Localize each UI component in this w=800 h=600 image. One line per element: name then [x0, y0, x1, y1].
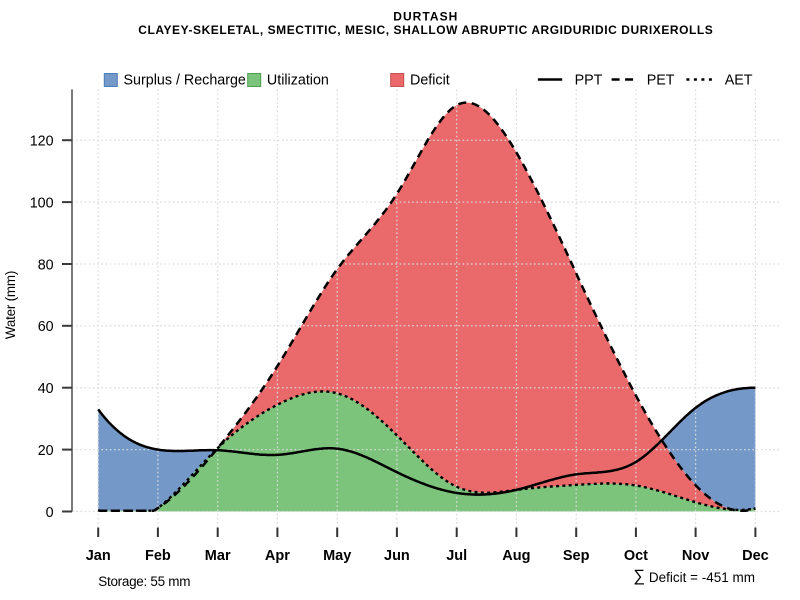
svg-text:80: 80	[38, 257, 54, 273]
svg-text:Nov: Nov	[682, 548, 709, 564]
svg-text:PPT: PPT	[575, 72, 603, 88]
svg-text:Sep: Sep	[563, 548, 590, 564]
svg-text:0: 0	[46, 505, 54, 521]
svg-text:Apr: Apr	[265, 548, 290, 564]
svg-text:Feb: Feb	[145, 548, 171, 564]
svg-text:∑ Deficit = -451 mm: ∑ Deficit = -451 mm	[633, 567, 755, 585]
svg-text:120: 120	[30, 134, 54, 150]
svg-text:PET: PET	[647, 72, 675, 88]
svg-text:Dec: Dec	[742, 548, 769, 564]
svg-text:Aug: Aug	[502, 548, 530, 564]
svg-text:Oct: Oct	[624, 548, 648, 564]
svg-text:AET: AET	[725, 72, 753, 88]
svg-text:CLAYEY-SKELETAL, SMECTITIC, ME: CLAYEY-SKELETAL, SMECTITIC, MESIC, SHALL…	[138, 23, 713, 37]
svg-text:Jan: Jan	[86, 548, 111, 564]
svg-text:60: 60	[38, 319, 54, 335]
svg-text:Surplus / Recharge: Surplus / Recharge	[124, 72, 246, 88]
svg-text:Water (mm): Water (mm)	[3, 271, 18, 339]
svg-text:Utilization: Utilization	[267, 72, 329, 88]
svg-text:Storage: 55 mm: Storage: 55 mm	[98, 574, 190, 589]
svg-text:Deficit: Deficit	[410, 72, 450, 88]
svg-text:20: 20	[38, 443, 54, 459]
svg-text:40: 40	[38, 381, 54, 397]
svg-text:Mar: Mar	[205, 548, 231, 564]
svg-text:Jun: Jun	[384, 548, 410, 564]
svg-text:May: May	[323, 548, 351, 564]
svg-text:Jul: Jul	[446, 548, 467, 564]
svg-text:DURTASH: DURTASH	[393, 10, 458, 24]
svg-text:100: 100	[30, 195, 54, 211]
